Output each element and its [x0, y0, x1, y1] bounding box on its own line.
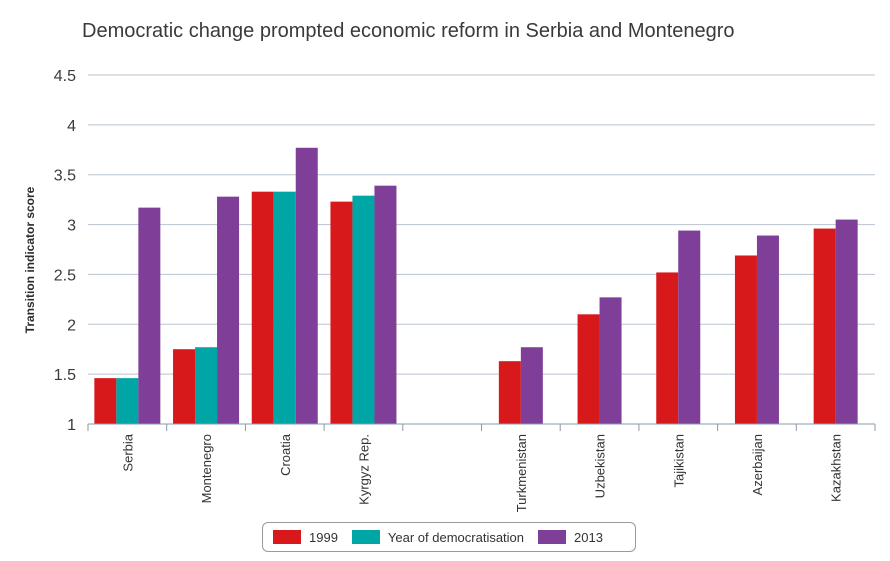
x-axis — [87, 423, 876, 431]
bar-serbia-2013 — [138, 207, 161, 424]
bar-montenegro-1999 — [173, 349, 196, 424]
y-tick-label: 2 — [67, 317, 76, 334]
x-tick-label: Kazakhstan — [829, 434, 844, 502]
x-tick-label: Serbia — [120, 433, 135, 471]
chart-title: Democratic change prompted economic refo… — [82, 20, 735, 42]
bar-tajikistan-1999 — [656, 272, 679, 424]
legend-label-1999: 1999 — [309, 529, 338, 545]
x-tick-label: Croatia — [278, 433, 293, 476]
bar-croatia-year-of-democratisation — [273, 191, 296, 424]
legend-item-1999: 1999 — [273, 530, 338, 545]
x-tick-label: Tajikistan — [671, 434, 686, 487]
bar-uzbekistan-2013 — [599, 297, 622, 424]
y-axis-ticks: 1 1.5 2 2.5 3 3.5 4 4.5 — [54, 68, 76, 434]
bar-serbia-1999 — [94, 378, 117, 424]
bar-kyrgyz-rep-1999 — [330, 201, 353, 424]
bar-kyrgyz-rep-year-of-democratisation — [352, 195, 375, 424]
y-tick-label: 4.5 — [54, 68, 76, 85]
bar-croatia-1999 — [251, 191, 274, 424]
y-tick-label: 3.5 — [54, 168, 76, 185]
legend: 1999 Year of democratisation 2013 — [262, 522, 636, 552]
x-tick-label: Kyrgyz Rep. — [356, 434, 371, 505]
bar-montenegro-2013 — [217, 196, 240, 424]
x-axis-ticks: Serbia Montenegro Croatia Kyrgyz Rep. Turkme… — [120, 433, 843, 512]
bar-kazakhstan-2013 — [835, 219, 858, 424]
y-tick-label: 2.5 — [54, 267, 76, 284]
legend-item-democratisation: Year of democratisation — [351, 529, 525, 545]
bar-uzbekistan-1999 — [577, 314, 600, 424]
legend-swatch-democratisation — [351, 530, 380, 544]
y-tick-label: 4 — [67, 118, 76, 135]
bar-azerbaijan-1999 — [734, 255, 757, 424]
bar-croatia-2013 — [295, 147, 318, 424]
legend-swatch-2013 — [538, 530, 567, 544]
bar-serbia-year-of-democratisation — [116, 378, 139, 424]
bars — [94, 147, 858, 424]
legend-label-2013: 2013 — [574, 529, 603, 545]
x-tick-label: Turkmenistan — [514, 434, 529, 512]
y-axis-label: Transition indicator score — [23, 186, 37, 334]
bar-turkmenistan-1999 — [498, 361, 521, 424]
bar-turkmenistan-2013 — [520, 347, 543, 424]
x-tick-label: Montenegro — [199, 434, 214, 503]
y-tick-label: 3 — [67, 218, 76, 235]
legend-swatch-1999 — [273, 530, 301, 544]
bar-kazakhstan-1999 — [813, 228, 836, 424]
bar-montenegro-year-of-democratisation — [195, 347, 218, 424]
bar-tajikistan-2013 — [678, 230, 701, 424]
bar-kyrgyz-rep-2013 — [374, 185, 397, 424]
x-tick-label: Uzbekistan — [593, 434, 608, 498]
legend-label-democratisation: Year of democratisation — [387, 529, 525, 545]
y-tick-label: 1.5 — [54, 367, 76, 384]
legend-item-2013: 2013 — [538, 530, 603, 545]
bar-azerbaijan-2013 — [756, 235, 779, 424]
x-tick-label: Azerbaijan — [750, 434, 765, 495]
y-tick-label: 1 — [67, 417, 76, 434]
